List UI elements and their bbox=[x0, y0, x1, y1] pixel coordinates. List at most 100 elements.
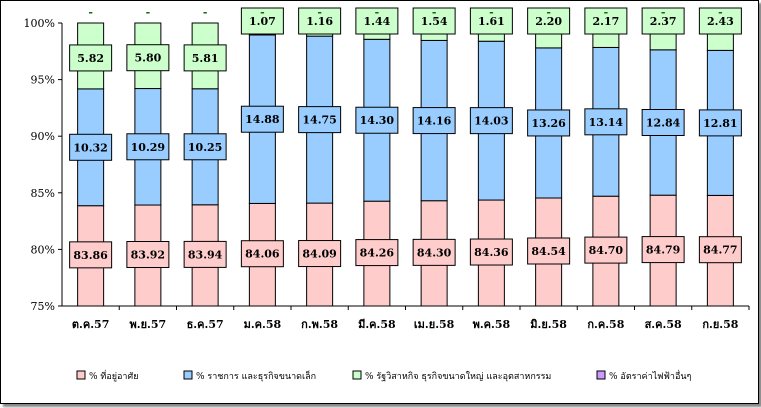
y-tick-label: 85% bbox=[31, 187, 55, 200]
data-label-box bbox=[698, 109, 742, 137]
data-label: - bbox=[432, 6, 437, 19]
data-label-box bbox=[240, 240, 284, 268]
data-label: 2.37 bbox=[650, 15, 677, 28]
category-label: พ.ค.58 bbox=[473, 318, 511, 331]
legend-label: % ราชการ และธุรกิจขนาดเล็ก bbox=[196, 369, 316, 382]
legend-swatch bbox=[596, 370, 606, 380]
data-label: 84.79 bbox=[646, 244, 680, 257]
data-label: 84.09 bbox=[302, 248, 336, 261]
category-label: พ.ย.57 bbox=[130, 318, 167, 331]
data-label-box bbox=[126, 44, 170, 72]
data-label: 1.44 bbox=[363, 15, 390, 28]
data-label: - bbox=[203, 6, 208, 19]
data-label: 84.70 bbox=[589, 244, 624, 257]
legend-label: % รัฐวิสาหกิจ ธุรกิจขนาดใหญ่ และอุตสาหกร… bbox=[365, 371, 551, 382]
y-tick-label: 100% bbox=[24, 17, 55, 30]
data-label-box bbox=[240, 7, 284, 35]
data-label-box bbox=[641, 109, 685, 137]
data-label-box bbox=[240, 105, 284, 133]
data-label-box bbox=[69, 241, 113, 269]
data-label-box bbox=[69, 44, 113, 72]
data-label-box bbox=[469, 107, 513, 135]
category-label: ก.พ.58 bbox=[301, 318, 338, 331]
data-label: 83.92 bbox=[131, 249, 165, 262]
data-label-box bbox=[69, 133, 113, 161]
data-label: 84.06 bbox=[245, 248, 280, 261]
data-label-box bbox=[126, 241, 170, 269]
category-label: ม.ค.58 bbox=[244, 318, 282, 331]
data-label: - bbox=[604, 6, 609, 19]
data-label-box bbox=[298, 240, 342, 268]
data-label: - bbox=[489, 6, 494, 19]
y-tick-label: 95% bbox=[31, 74, 55, 87]
data-label: 5.80 bbox=[134, 52, 161, 65]
data-label: 84.30 bbox=[417, 246, 452, 259]
y-tick-label: 90% bbox=[31, 130, 55, 143]
data-label-box bbox=[355, 106, 399, 134]
data-label: 1.16 bbox=[306, 15, 333, 28]
category-label: ต.ค.57 bbox=[72, 318, 109, 331]
data-label: - bbox=[146, 6, 151, 19]
legend-swatch bbox=[352, 370, 362, 380]
data-label-box bbox=[469, 7, 513, 35]
data-label-box bbox=[412, 238, 456, 266]
data-label: - bbox=[375, 6, 380, 19]
data-label: 84.36 bbox=[474, 246, 509, 259]
data-label: 14.30 bbox=[360, 114, 395, 127]
data-label: - bbox=[661, 6, 666, 19]
data-label-box bbox=[527, 7, 571, 35]
category-label: ก.ค.58 bbox=[587, 318, 624, 331]
data-label: - bbox=[546, 6, 551, 19]
data-label-box bbox=[183, 44, 227, 72]
data-label: 84.26 bbox=[360, 247, 395, 260]
data-label: 83.86 bbox=[73, 249, 108, 262]
data-label-box bbox=[183, 133, 227, 161]
data-label-box bbox=[412, 107, 456, 135]
data-label-box bbox=[584, 7, 628, 35]
data-label-box bbox=[298, 7, 342, 35]
legend-label: % ที่อยู่อาศัย bbox=[89, 369, 138, 382]
data-label: 1.61 bbox=[478, 15, 505, 28]
y-tick-label: 80% bbox=[31, 243, 55, 256]
data-label: - bbox=[317, 6, 322, 19]
data-label-box bbox=[527, 109, 571, 137]
legend-swatch bbox=[76, 370, 86, 380]
data-label: 84.54 bbox=[531, 245, 566, 258]
data-label-box bbox=[126, 133, 170, 161]
data-label-box bbox=[469, 238, 513, 266]
data-label-box bbox=[698, 236, 742, 264]
data-label-box bbox=[584, 108, 628, 136]
data-label: 12.84 bbox=[646, 117, 681, 130]
data-label: 14.03 bbox=[474, 115, 508, 128]
data-label: 1.07 bbox=[249, 15, 276, 28]
data-label: 83.94 bbox=[188, 248, 223, 261]
data-label: 13.14 bbox=[589, 116, 624, 129]
data-label: 10.32 bbox=[73, 141, 107, 154]
category-label: มี.ค.58 bbox=[358, 318, 396, 331]
category-label: เม.ย.58 bbox=[414, 318, 455, 331]
data-label: 13.26 bbox=[531, 117, 566, 130]
data-label: 2.20 bbox=[535, 15, 562, 28]
data-label: - bbox=[260, 6, 265, 19]
data-label-box bbox=[641, 7, 685, 35]
category-label: ธ.ค.57 bbox=[187, 318, 224, 331]
data-label: - bbox=[88, 6, 93, 19]
data-label: 14.16 bbox=[417, 115, 452, 128]
data-label-box bbox=[298, 106, 342, 134]
data-label: 12.81 bbox=[703, 117, 737, 130]
legend-swatch bbox=[183, 370, 193, 380]
data-label-box bbox=[527, 237, 571, 265]
data-label-box bbox=[641, 236, 685, 264]
category-label: มิ.ย.58 bbox=[530, 318, 567, 331]
data-label: 5.81 bbox=[192, 52, 219, 65]
data-label: 2.17 bbox=[592, 15, 619, 28]
data-label: - bbox=[718, 6, 723, 19]
data-label: 2.43 bbox=[707, 15, 734, 28]
data-label-box bbox=[698, 7, 742, 35]
data-label-box bbox=[355, 7, 399, 35]
data-label-box bbox=[584, 236, 628, 264]
category-label: ส.ค.58 bbox=[645, 318, 682, 331]
data-label-box bbox=[412, 7, 456, 35]
